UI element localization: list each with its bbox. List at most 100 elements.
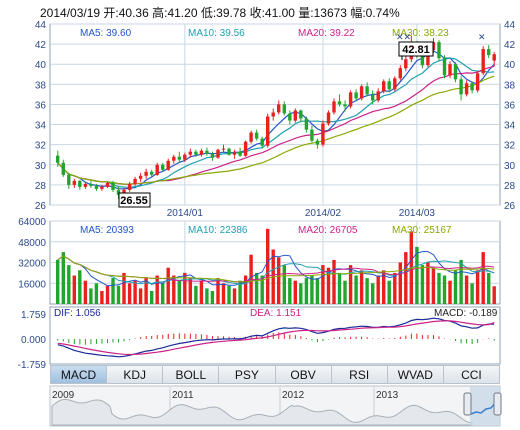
volume-bar [227, 285, 231, 304]
candle [227, 147, 231, 156]
timeline-year-label: 2012 [282, 390, 305, 401]
tab-macd[interactable]: MACD [50, 365, 108, 384]
candle [56, 150, 60, 167]
volume-bar [194, 285, 198, 304]
candle-body [260, 138, 264, 146]
candle [78, 179, 82, 190]
candle-body [105, 182, 110, 187]
price-y-axis-left: 26 28 30 32 34 36 38 40 42 44 [35, 20, 47, 212]
price-panel: 26 28 30 32 34 36 38 40 42 44 26 28 30 32 34 36 38 40 42 4… [35, 20, 516, 219]
volume-bar [205, 288, 209, 304]
macd-y-tick: 1.759 [21, 310, 46, 321]
macd-dea-label: DEA: 1.151 [250, 308, 302, 319]
volume-bar [359, 270, 364, 304]
candle-body [161, 164, 165, 170]
price-y-tick-left: 30 [35, 161, 47, 172]
tab-boll[interactable]: BOLL [163, 365, 220, 384]
candle [371, 90, 375, 105]
candle [310, 125, 314, 143]
price-y-tick-right: 34 [504, 121, 516, 132]
candle-body [448, 64, 452, 76]
timeline-year-label: 2009 [52, 390, 75, 401]
tab-psy[interactable]: PSY [219, 365, 276, 384]
volume-bar [232, 288, 237, 304]
high-marker-label: 42.81 [402, 44, 430, 56]
volume-bar [56, 259, 60, 304]
tab-cci[interactable]: CCI [443, 365, 500, 384]
candle [354, 89, 358, 102]
volume-bar [431, 267, 436, 304]
timeline-navigator[interactable]: 2009 2011 2012 2013 [49, 385, 502, 427]
candle [194, 149, 198, 157]
volume-bar [337, 272, 342, 304]
candle [266, 113, 270, 148]
low-marker-box [118, 192, 151, 208]
high-marker: 42.81 ✕✕ [396, 32, 434, 60]
volume-bar [293, 280, 297, 304]
tab-obv[interactable]: OBV [275, 365, 332, 384]
candle [232, 149, 237, 159]
candle-body [166, 160, 170, 170]
candle [271, 108, 275, 121]
volume-bar [100, 291, 104, 304]
candle-body [492, 54, 496, 61]
price-ma-legend: MA5: 39.60 MA10: 39.56 MA20: 39.22 MA30: 38… [80, 28, 449, 39]
candle [205, 147, 209, 156]
volume-bar [448, 280, 452, 304]
macd-y-axis: 1.759 0.000 -1.759 [18, 310, 47, 371]
candle [166, 158, 170, 171]
candle-body [326, 112, 331, 124]
candle-body [332, 101, 336, 113]
candle [288, 110, 292, 125]
volume-bar [299, 283, 303, 305]
price-x-label: 2014/02 [305, 208, 342, 219]
candle [133, 176, 137, 186]
timeline-left-handle[interactable] [463, 392, 472, 416]
candle [321, 120, 325, 147]
candle [293, 108, 297, 123]
candle [183, 152, 187, 162]
candle-body [72, 180, 76, 185]
candle-body [293, 110, 297, 121]
candle-body [205, 150, 209, 154]
volume-bar [150, 291, 154, 304]
volume-bar [470, 283, 474, 305]
timeline-history-line [51, 399, 473, 426]
candle [144, 168, 148, 179]
candle [199, 148, 204, 157]
candle [243, 140, 248, 157]
price-y-tick-right: 26 [504, 201, 516, 212]
volume-ma-label: MA30: 25167 [392, 225, 452, 236]
candle-body [172, 156, 176, 161]
header-open: 开:40.36 [103, 6, 149, 20]
candle-body [464, 83, 469, 95]
header-info: 2014/03/19 开:40.36 高:41.20 低:39.78 收:41.… [40, 4, 400, 21]
candle-body [254, 132, 259, 139]
candle-body [404, 59, 408, 69]
candle [387, 78, 391, 93]
candle [72, 178, 76, 188]
price-y-tick-right: 32 [504, 141, 516, 152]
candle [249, 130, 253, 144]
price-y-tick-right: 40 [504, 60, 516, 71]
candle [475, 71, 480, 93]
volume-bar [266, 228, 270, 304]
volume-ma-line [57, 255, 495, 283]
candle [326, 110, 331, 126]
timeline-right-handle[interactable] [493, 392, 502, 416]
candle-body [382, 81, 386, 92]
tab-kdj[interactable]: KDJ [107, 365, 164, 384]
candle-body [221, 148, 226, 150]
high-marker-box [398, 41, 434, 57]
candle [464, 80, 469, 97]
price-y-tick-left: 44 [35, 20, 47, 31]
volume-bar [310, 275, 314, 304]
volume-ma-line [57, 251, 495, 287]
candle-body [387, 81, 391, 90]
candle [238, 147, 242, 157]
tab-wvad[interactable]: WVAD [387, 365, 444, 384]
candle-body [310, 129, 314, 141]
volume-bar [387, 280, 391, 304]
tab-rsi[interactable]: RSI [331, 365, 388, 384]
price-y-tick-right: 38 [504, 80, 516, 91]
